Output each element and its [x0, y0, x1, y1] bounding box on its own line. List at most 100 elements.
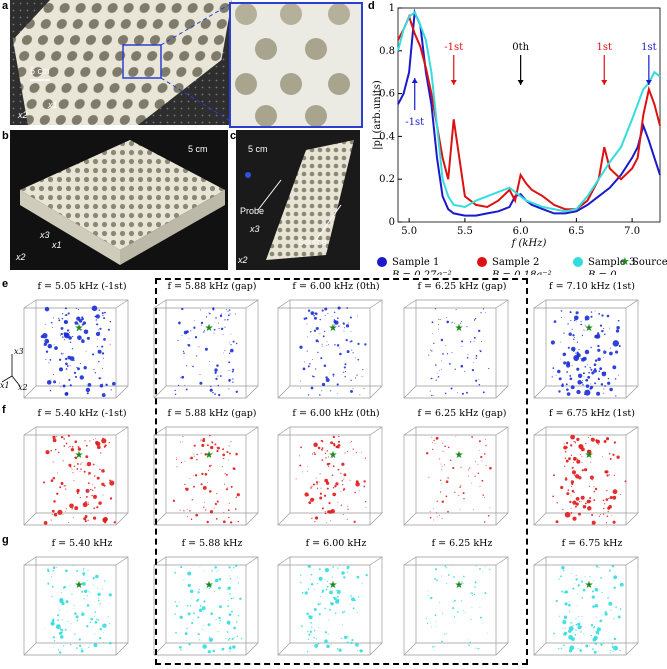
- field-dot: [568, 610, 570, 612]
- field-dot: [604, 612, 608, 616]
- cube-edge: [277, 556, 291, 566]
- field-dot: [97, 592, 101, 596]
- field-dot: [307, 638, 309, 640]
- field-dot: [461, 345, 463, 347]
- field-dot: [176, 457, 177, 458]
- field-dot: [301, 591, 304, 594]
- field-dot: [433, 649, 435, 651]
- field-dot: [581, 334, 584, 337]
- field-dot: [60, 635, 64, 639]
- field-dot: [43, 481, 46, 484]
- field-dot: [432, 441, 434, 443]
- field-dot: [469, 641, 471, 643]
- field-dot: [318, 481, 320, 483]
- field-dot: [104, 311, 106, 314]
- field-dot: [343, 576, 346, 579]
- field-dot: [591, 595, 595, 599]
- field-dot: [426, 622, 429, 625]
- field-dot: [96, 476, 100, 480]
- field-dot: [196, 453, 198, 456]
- field-dot: [317, 351, 319, 354]
- field-dot: [342, 489, 345, 491]
- field-dot: [314, 368, 317, 370]
- field-dot: [63, 438, 65, 440]
- field-dot: [611, 643, 614, 645]
- field-dot: [200, 452, 202, 454]
- field-dot: [93, 494, 97, 499]
- field-dot: [472, 595, 473, 597]
- field-dot: [332, 373, 335, 376]
- field-dot: [71, 348, 74, 350]
- field-dot: [220, 327, 224, 331]
- field-dot: [478, 378, 480, 380]
- field-dot: [324, 511, 326, 513]
- cube-edge: [115, 556, 129, 566]
- field-dot: [575, 497, 580, 501]
- field-dot: [552, 367, 555, 369]
- field-dot: [310, 497, 315, 502]
- field-dot: [228, 361, 231, 364]
- field-dot: [203, 570, 205, 572]
- field-dot: [608, 601, 613, 606]
- field-dot: [581, 597, 584, 599]
- field-dot: [444, 445, 446, 448]
- field-dot: [203, 506, 205, 508]
- field-dot: [83, 470, 86, 473]
- field-dot: [211, 570, 213, 572]
- field-dot: [102, 314, 104, 317]
- field-dot: [576, 353, 581, 358]
- field-dot: [330, 509, 335, 514]
- field-dot: [470, 619, 472, 621]
- field-dot: [594, 642, 598, 645]
- field-dot: [201, 472, 204, 476]
- field-dot: [63, 319, 68, 325]
- field-dot: [321, 343, 323, 345]
- field-dot: [600, 643, 603, 646]
- cube-edge: [245, 642, 259, 656]
- field-dot: [186, 365, 188, 367]
- cube-edge: [403, 385, 417, 399]
- field-dot: [592, 637, 597, 642]
- field-dot: [326, 341, 328, 343]
- field-dot: [86, 579, 88, 581]
- field-dot: [186, 640, 188, 641]
- field-dot: [603, 640, 605, 641]
- field-dot: [453, 616, 456, 618]
- field-dot: [429, 596, 433, 600]
- field-dot: [617, 615, 621, 619]
- field-dot: [315, 326, 319, 331]
- axis-x1-b: x1: [52, 240, 62, 250]
- field-dot: [97, 619, 100, 621]
- field-dot: [433, 439, 435, 442]
- cube-edge: [533, 385, 547, 399]
- field-dot: [468, 644, 470, 646]
- field-dot: [475, 379, 478, 382]
- field-dot: [603, 513, 605, 515]
- field-dot: [576, 605, 578, 607]
- field-dot: [358, 490, 360, 492]
- field-dot: [574, 474, 576, 476]
- field-dot: [319, 473, 321, 475]
- field-dot: [323, 364, 327, 368]
- field-dot: [563, 615, 568, 619]
- field-dot: [212, 649, 215, 653]
- field-dot: [355, 452, 357, 454]
- field-dot: [208, 636, 211, 638]
- field-dot: [210, 584, 212, 587]
- field-dot: [73, 456, 75, 458]
- field-dot: [341, 462, 345, 466]
- field-dot: [456, 611, 459, 613]
- field-dot: [563, 443, 565, 445]
- field-dot: [328, 462, 331, 465]
- field-dot: [226, 588, 228, 590]
- field-dot: [187, 583, 191, 588]
- field-dot: [337, 445, 339, 447]
- field-dot: [314, 521, 316, 523]
- field-dot: [183, 330, 188, 335]
- field-dot: [79, 496, 81, 499]
- field-dot: [83, 589, 88, 594]
- field-dot: [439, 479, 442, 482]
- field-dot: [69, 585, 71, 587]
- cube-edge: [23, 426, 37, 436]
- axis-label-x1: x1: [0, 381, 10, 390]
